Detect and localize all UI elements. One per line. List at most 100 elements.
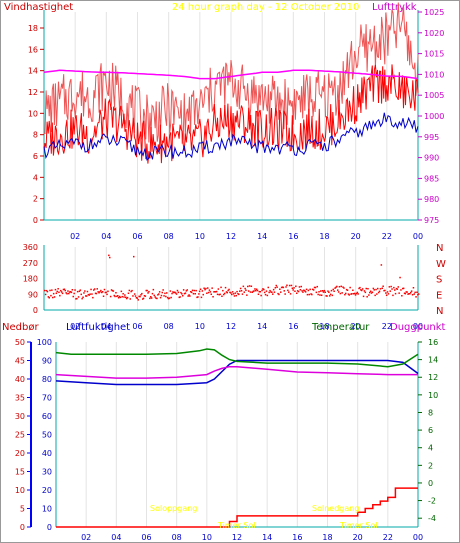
direction-point xyxy=(120,290,123,293)
direction-point xyxy=(61,292,64,295)
direction-point xyxy=(175,293,178,295)
compass-label: N xyxy=(436,243,443,254)
direction-point xyxy=(316,285,318,288)
direction-point xyxy=(44,289,46,292)
direction-point xyxy=(222,289,224,292)
direction-point xyxy=(159,296,162,299)
direction-point xyxy=(156,297,158,300)
direction-point xyxy=(292,289,294,291)
wind-y-tick-label: 10 xyxy=(28,109,38,118)
direction-point xyxy=(166,296,169,299)
direction-point xyxy=(179,296,181,298)
direction-point xyxy=(301,290,303,292)
direction-point xyxy=(46,290,49,293)
direction-point xyxy=(377,287,379,290)
direction-point xyxy=(214,291,216,293)
direction-point xyxy=(380,264,383,266)
direction-point xyxy=(318,291,320,293)
direction-point xyxy=(133,293,136,295)
direction-point xyxy=(348,294,350,296)
rain-y-tick-label: 15 xyxy=(15,468,25,477)
direction-point xyxy=(151,292,154,295)
direction-point xyxy=(85,295,87,297)
humidity-axis-label: Luftfuktighet xyxy=(66,322,130,333)
direction-point xyxy=(239,290,241,292)
direction-point xyxy=(190,291,192,293)
direction-point xyxy=(216,293,219,296)
direction-point xyxy=(294,290,296,292)
direction-point xyxy=(253,290,255,292)
direction-point xyxy=(350,293,352,295)
direction-point xyxy=(293,287,295,289)
direction-point xyxy=(377,291,380,294)
direction-point xyxy=(223,292,226,295)
wind-x-tick-label: 02 xyxy=(70,232,80,241)
direction-point xyxy=(174,291,176,293)
direction-point xyxy=(79,289,82,291)
direction-point xyxy=(331,294,334,297)
direction-point xyxy=(161,291,163,294)
direction-point xyxy=(198,293,200,295)
direction-point xyxy=(290,284,293,287)
direction-point xyxy=(137,299,139,301)
direction-point xyxy=(262,288,264,290)
direction-point xyxy=(160,294,163,297)
direction-point xyxy=(410,290,413,292)
direction-point xyxy=(310,293,312,295)
direction-point xyxy=(165,295,167,298)
direction-point xyxy=(60,289,62,292)
direction-point xyxy=(182,289,185,291)
direction-point xyxy=(232,293,235,295)
direction-point xyxy=(73,292,75,295)
direction-point xyxy=(347,293,350,295)
direction-point xyxy=(327,290,329,292)
direction-point xyxy=(393,286,395,289)
direction-point xyxy=(385,294,388,296)
direction-point xyxy=(298,286,301,288)
direction-point xyxy=(371,291,374,293)
direction-point xyxy=(408,293,410,295)
direction-point xyxy=(69,291,72,293)
humidity-y-ticks: 0 10 20 30 40 50 60 70 80 90 100 xyxy=(37,338,52,532)
direction-point xyxy=(398,292,400,294)
direction-point xyxy=(279,288,281,290)
climate-x-tick-label: 12 xyxy=(232,533,242,542)
direction-point xyxy=(411,294,414,296)
direction-point xyxy=(91,293,93,295)
pressure-y-tick-label: 1020 xyxy=(424,29,444,38)
direction-point xyxy=(70,291,73,294)
direction-point xyxy=(307,289,310,292)
direction-point xyxy=(173,291,175,294)
direction-point xyxy=(313,286,316,289)
dewpoint-line xyxy=(55,365,418,379)
pressure-y-tick-label: 1010 xyxy=(424,70,444,79)
direction-point xyxy=(143,295,146,297)
direction-chart-grid xyxy=(74,247,419,310)
direction-point xyxy=(101,291,103,294)
pressure-y-tick-label: 975 xyxy=(424,216,439,225)
humidity-y-tick-label: 100 xyxy=(37,338,52,347)
direction-point xyxy=(376,293,378,295)
direction-point xyxy=(340,285,342,288)
direction-point xyxy=(111,289,114,292)
direction-point xyxy=(390,285,392,288)
direction-point xyxy=(207,291,210,294)
direction-point xyxy=(99,291,101,293)
direction-point xyxy=(249,291,252,293)
direction-point xyxy=(406,291,408,293)
direction-point xyxy=(182,295,184,297)
direction-point xyxy=(149,297,151,300)
climate-x-tick-label: 08 xyxy=(172,533,182,542)
direction-point xyxy=(207,287,209,289)
direction-point xyxy=(230,292,232,294)
direction-point xyxy=(72,295,74,298)
direction-point xyxy=(131,289,133,292)
wind-x-tick-label: 22 xyxy=(382,232,392,241)
direction-point xyxy=(394,289,396,291)
direction-x-tick-label: 20 xyxy=(351,322,361,331)
direction-point xyxy=(417,294,419,296)
direction-point xyxy=(405,291,407,293)
direction-point xyxy=(87,293,90,296)
wind-x-tick-label: 10 xyxy=(195,232,205,241)
temperature-y-tick-label: -4 xyxy=(428,514,436,523)
